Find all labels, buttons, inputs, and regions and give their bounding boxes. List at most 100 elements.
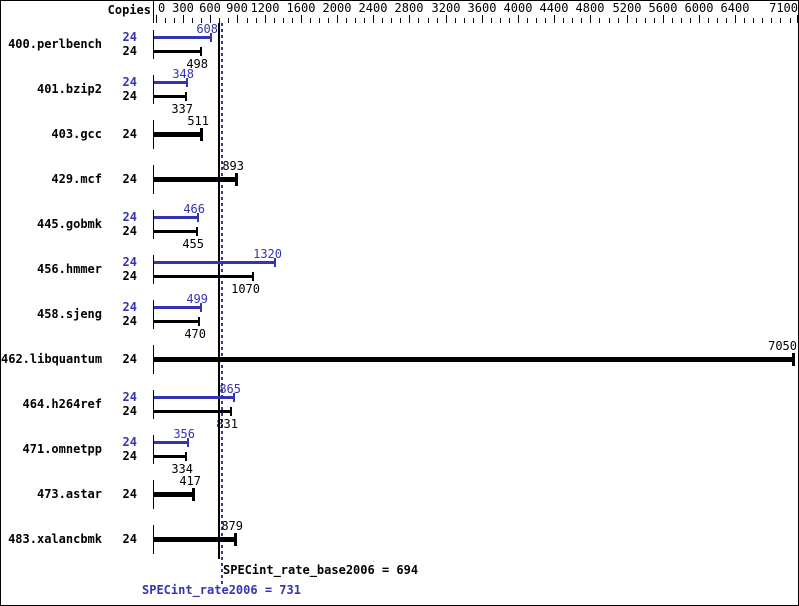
benchmark-name: 403.gcc xyxy=(51,127,102,141)
axis-major-tick xyxy=(265,15,266,23)
axis-minor-tick xyxy=(672,18,673,23)
axis-tick-label: 0 xyxy=(158,1,166,15)
base-bar xyxy=(154,320,199,323)
base-bar-endtick xyxy=(234,533,237,546)
peak-bar xyxy=(154,396,234,399)
axis-major-tick xyxy=(373,15,374,23)
axis-minor-tick xyxy=(509,18,510,23)
peak-value-label: 1320 xyxy=(253,247,282,261)
benchmark-name: 456.hmmer xyxy=(36,262,102,276)
axis-minor-tick xyxy=(192,18,193,23)
axis-minor-tick xyxy=(500,18,501,23)
base-value-label: 511 xyxy=(187,114,209,128)
axis-minor-tick xyxy=(753,18,754,23)
axis-minor-tick xyxy=(545,18,546,23)
peak-copies-value: 24 xyxy=(122,75,137,89)
axis-tick-label: 5600 xyxy=(648,1,678,15)
axis-minor-tick xyxy=(572,18,573,23)
axis-major-tick xyxy=(183,15,184,23)
row-baseline xyxy=(153,75,154,104)
row-baseline xyxy=(153,210,154,239)
peak-bar-endtick xyxy=(200,303,202,312)
base-bar xyxy=(154,275,253,278)
base-bar xyxy=(154,410,231,413)
peak-value-label: 608 xyxy=(196,22,218,36)
axis-major-tick xyxy=(554,15,555,23)
base-value-label: 417 xyxy=(179,474,201,488)
peak-bar xyxy=(154,216,198,219)
peak-copies-value: 24 xyxy=(122,300,137,314)
axis-major-tick xyxy=(301,15,302,23)
axis-tick-label: 3200 xyxy=(431,1,461,15)
benchmark-name: 473.astar xyxy=(36,487,102,501)
axis-major-tick xyxy=(337,15,338,23)
base-bar xyxy=(154,455,186,458)
peak-bar-endtick xyxy=(187,438,189,447)
axis-tick-label: 900 xyxy=(226,1,248,15)
peak-bar-endtick xyxy=(233,393,235,402)
axis-minor-tick xyxy=(527,18,528,23)
axis-tick-label: 2800 xyxy=(394,1,424,15)
base-bar-endtick xyxy=(792,353,795,366)
peak-bar xyxy=(154,261,275,264)
base-value-label: 831 xyxy=(216,417,238,431)
axis-tick-label: 4000 xyxy=(503,1,533,15)
base-bar xyxy=(154,132,202,137)
base-copies-value: 24 xyxy=(122,224,137,238)
axis-tick-label: 2400 xyxy=(358,1,388,15)
axis-tick-label: 4800 xyxy=(575,1,605,15)
axis-minor-tick xyxy=(283,18,284,23)
axis-minor-tick xyxy=(428,18,429,23)
base-value-label: 455 xyxy=(182,237,204,251)
copies-axis-divider xyxy=(153,1,154,23)
base-copies-value: 24 xyxy=(122,314,137,328)
axis-minor-tick xyxy=(636,18,637,23)
base-bar xyxy=(154,177,237,182)
peak-copies-value: 24 xyxy=(122,435,137,449)
axis-tick-label: 1200 xyxy=(250,1,280,15)
peak-bar xyxy=(154,306,201,309)
peak-bar-endtick xyxy=(210,33,212,42)
axis-major-tick xyxy=(518,15,519,23)
axis-tick-label: 6000 xyxy=(684,1,714,15)
copies-column-header: Copies xyxy=(107,3,151,17)
axis-minor-tick xyxy=(645,18,646,23)
row-baseline xyxy=(153,300,154,329)
base-bar-endtick xyxy=(200,47,202,56)
benchmark-name: 429.mcf xyxy=(51,172,102,186)
axis-major-tick xyxy=(237,15,238,23)
peak-bar xyxy=(154,81,187,84)
axis-tick-label: 300 xyxy=(172,1,194,15)
base-value-label: 1070 xyxy=(231,282,260,296)
base-copies-value: 24 xyxy=(122,404,137,418)
axis-minor-tick xyxy=(274,18,275,23)
axis-minor-tick xyxy=(609,18,610,23)
peak-bar xyxy=(154,36,211,39)
peak-copies-value: 24 xyxy=(122,210,137,224)
axis-minor-tick xyxy=(256,18,257,23)
axis-minor-tick xyxy=(744,18,745,23)
axis-minor-tick xyxy=(491,18,492,23)
axis-minor-tick xyxy=(464,18,465,23)
peak-value-label: 356 xyxy=(173,427,195,441)
axis-major-tick xyxy=(590,15,591,23)
axis-tick-label: 600 xyxy=(199,1,221,15)
axis-minor-tick xyxy=(418,18,419,23)
axis-minor-tick xyxy=(455,18,456,23)
peak-value-label: 865 xyxy=(219,382,241,396)
base-copies-value: 24 xyxy=(122,44,137,58)
axis-minor-tick xyxy=(790,18,791,23)
row-baseline xyxy=(153,165,154,194)
base-result-label: SPECint_rate_base2006 = 694 xyxy=(223,563,419,577)
benchmark-name: 483.xalancbmk xyxy=(8,532,102,546)
base-bar-endtick xyxy=(198,317,200,326)
axis-major-tick xyxy=(627,15,628,23)
axis-minor-tick xyxy=(771,18,772,23)
axis-minor-tick xyxy=(292,18,293,23)
base-value-label: 498 xyxy=(186,57,208,71)
axis-minor-tick xyxy=(382,18,383,23)
benchmark-name: 458.sjeng xyxy=(36,307,102,321)
axis-minor-tick xyxy=(599,18,600,23)
axis-major-tick xyxy=(735,15,736,23)
axis-tick-label: 3600 xyxy=(467,1,497,15)
